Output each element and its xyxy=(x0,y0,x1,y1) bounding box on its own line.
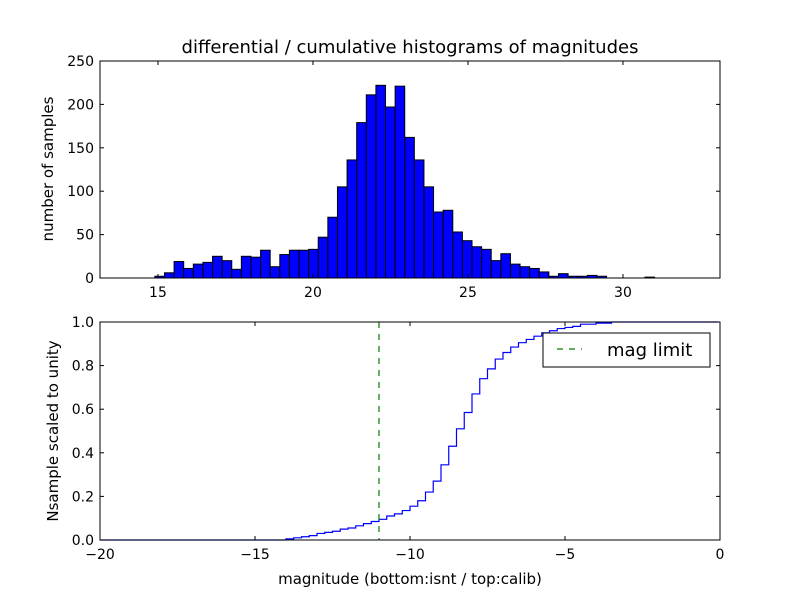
histogram-bar xyxy=(336,186,348,279)
x-tick-label: 0 xyxy=(716,547,725,563)
y-tick-label: 100 xyxy=(67,184,94,200)
y-tick-label: 150 xyxy=(67,141,94,157)
y-tick-label: 0.0 xyxy=(72,533,94,549)
y-tick-label: 0.4 xyxy=(72,446,94,462)
histogram-bar xyxy=(433,211,444,279)
x-tick-label: −5 xyxy=(555,547,576,563)
x-tick-label: −20 xyxy=(85,547,115,563)
histogram-bar xyxy=(327,216,338,279)
histogram-axes: 15 20 25 30 0 50 100 150 200 250 xyxy=(67,54,721,301)
bottom-xlabel: magnitude (bottom:isnt / top:calib) xyxy=(278,570,542,588)
x-tick-label: 20 xyxy=(304,285,322,301)
histogram-bar xyxy=(346,159,358,279)
histogram-bar xyxy=(481,248,492,279)
y-tick-label: 50 xyxy=(76,228,94,244)
histogram-bar xyxy=(452,231,463,279)
histogram-bar xyxy=(519,266,531,279)
histogram-bar xyxy=(192,263,204,279)
histogram-bar xyxy=(442,209,454,279)
y-tick-label: 0.8 xyxy=(72,359,94,375)
histogram-bar xyxy=(394,85,406,279)
histogram-bar xyxy=(490,260,502,279)
histogram-bar xyxy=(317,236,329,279)
cumulative-axes: −20 −15 −10 −5 0 0.0 0.2 0.4 0.6 0.8 1.0 mag limit xyxy=(72,315,725,563)
histogram-bar xyxy=(413,159,425,279)
histogram-bar xyxy=(269,266,281,279)
histogram-bar xyxy=(288,249,300,279)
y-tick-label: 0.2 xyxy=(72,489,94,505)
histogram-bar xyxy=(183,267,194,279)
histogram-bar xyxy=(529,267,540,279)
x-tick-label: 25 xyxy=(459,285,477,301)
histogram-bar xyxy=(202,261,214,279)
bottom-ylabel: Nsample scaled to unity xyxy=(44,340,62,521)
histogram-bar xyxy=(385,106,396,279)
histogram-bar xyxy=(250,256,262,279)
histogram-bar xyxy=(509,263,521,279)
top-ylabel: number of samples xyxy=(39,96,57,241)
histogram-bar xyxy=(212,255,223,279)
histogram-bar xyxy=(500,253,511,279)
x-tick-label: 15 xyxy=(149,285,167,301)
y-tick-label: 1.0 xyxy=(72,315,94,331)
legend-box xyxy=(542,332,711,368)
histogram-bar xyxy=(279,254,290,279)
histogram-bar xyxy=(471,246,483,279)
legend-label: mag limit xyxy=(607,340,692,361)
histogram-bar xyxy=(173,261,185,279)
y-tick-label: 250 xyxy=(67,54,94,70)
histogram-bar xyxy=(423,186,435,279)
histogram-bar xyxy=(298,249,310,279)
histogram-bar xyxy=(557,273,569,279)
histogram-bar xyxy=(163,272,175,279)
histogram-bar xyxy=(356,122,367,279)
y-tick-label: 0.6 xyxy=(72,402,94,418)
x-tick-label: 30 xyxy=(614,285,632,301)
histogram-bar xyxy=(375,84,387,279)
histogram-bar xyxy=(404,136,415,279)
y-tick-label: 200 xyxy=(67,97,94,113)
histogram-bar xyxy=(240,255,252,279)
axes-frame xyxy=(99,60,721,279)
y-tick-label: 0 xyxy=(85,271,94,287)
chart-title: differential / cumulative histograms of … xyxy=(182,37,639,58)
histogram-bar xyxy=(461,240,473,279)
histogram-bar xyxy=(308,248,319,279)
x-tick-label: −10 xyxy=(395,547,425,563)
histogram-bar xyxy=(260,249,271,279)
histogram-bar xyxy=(365,94,377,279)
histogram-bar xyxy=(538,271,550,279)
histogram-bar xyxy=(221,260,233,279)
histogram-bar xyxy=(231,268,242,279)
x-tick-label: −15 xyxy=(240,547,270,563)
